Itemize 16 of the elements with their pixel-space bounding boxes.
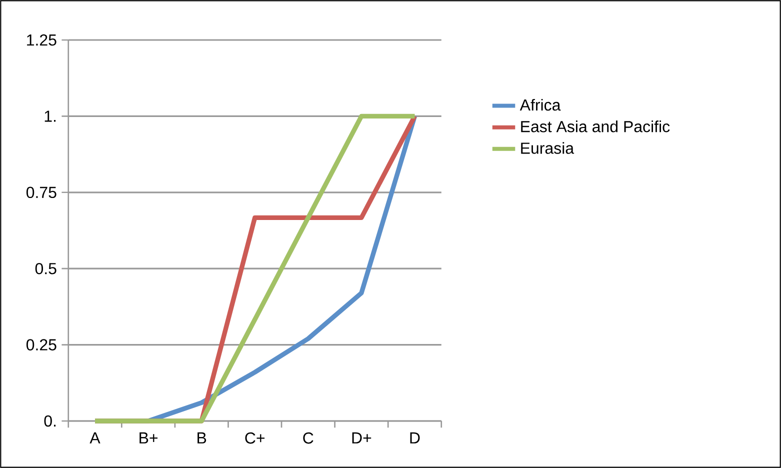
x-tick-label: B+ [140, 432, 158, 444]
y-tick-label: 0. [44, 415, 56, 427]
y-tick-label: 1. [44, 110, 56, 122]
y-tick-label: 0.75 [26, 186, 56, 198]
x-tick-label: D+ [352, 432, 372, 444]
y-tick-label: 0.25 [26, 339, 56, 350]
x-tick-label: C [303, 432, 314, 444]
x-tick-label: D [410, 432, 420, 444]
x-tick-label: A [90, 432, 100, 444]
y-tick-label: 1.25 [27, 34, 56, 46]
legend-label: Eurasia [521, 142, 574, 154]
legend-label: Africa [520, 98, 561, 111]
x-tick-label: C+ [245, 432, 265, 444]
legend-label: East Asia and Pacific [521, 120, 670, 132]
y-tick-label: 0.5 [35, 262, 56, 274]
x-tick-label: B [198, 432, 206, 444]
